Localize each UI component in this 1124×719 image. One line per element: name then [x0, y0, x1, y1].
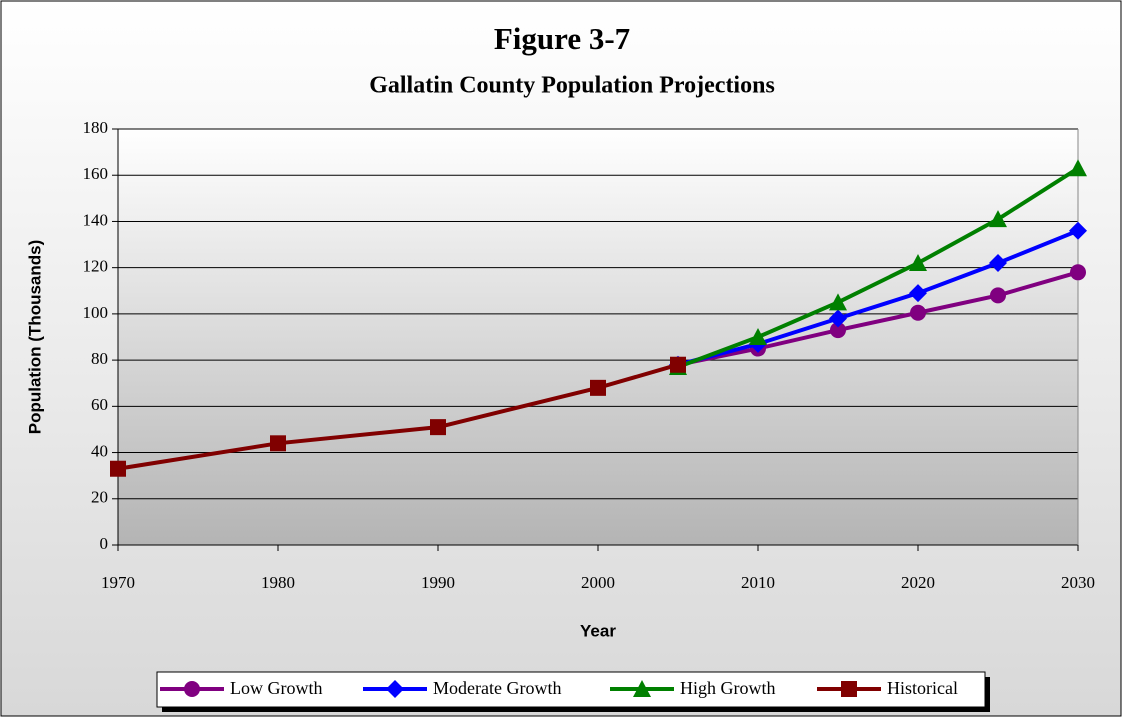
x-tick-label: 2010 — [741, 573, 775, 592]
marker — [841, 681, 857, 697]
marker — [670, 356, 686, 373]
legend-label: Low Growth — [230, 678, 323, 698]
marker — [749, 328, 767, 345]
y-tick-label: 160 — [83, 164, 109, 183]
marker — [430, 419, 446, 436]
series-line — [677, 166, 1080, 369]
marker — [909, 284, 927, 303]
y-tick-label: 0 — [100, 534, 109, 553]
marker — [1069, 221, 1087, 240]
x-tick-label: 2020 — [901, 573, 935, 592]
marker — [386, 680, 404, 698]
marker — [989, 210, 1007, 228]
y-tick-label: 80 — [91, 349, 108, 368]
y-tick-label: 20 — [91, 488, 108, 507]
y-tick-label: 120 — [83, 257, 109, 276]
marker — [909, 254, 927, 272]
x-axis-label: Year — [580, 621, 616, 640]
chart-subtitle: Gallatin County Population Projections — [369, 73, 775, 99]
marker — [829, 293, 847, 311]
legend-label: Historical — [887, 678, 958, 698]
series-line — [677, 270, 1079, 367]
y-tick-label: 180 — [83, 118, 109, 137]
x-tick-label: 2000 — [581, 573, 615, 592]
x-tick-label: 1990 — [421, 573, 455, 592]
marker — [110, 460, 126, 477]
marker — [590, 379, 606, 396]
marker — [270, 435, 286, 452]
marker — [989, 254, 1007, 273]
y-axis-label: Population (Thousands) — [25, 240, 44, 435]
marker — [184, 681, 200, 697]
y-tick-label: 140 — [83, 210, 109, 229]
x-tick-label: 1980 — [261, 573, 295, 592]
marker — [1069, 159, 1087, 177]
marker — [990, 287, 1006, 304]
legend-label: High Growth — [680, 678, 776, 698]
legend-label: Moderate Growth — [433, 678, 561, 698]
chart-title: Figure 3-7 — [494, 21, 630, 56]
series-line — [677, 228, 1079, 367]
y-tick-label: 100 — [83, 303, 109, 322]
x-tick-label: 1970 — [101, 573, 135, 592]
y-tick-label: 60 — [91, 395, 108, 414]
marker — [1070, 264, 1086, 281]
y-tick-label: 40 — [91, 441, 108, 460]
marker — [829, 309, 847, 328]
marker — [830, 322, 846, 339]
marker — [633, 680, 651, 697]
x-tick-label: 2030 — [1061, 573, 1095, 592]
marker — [910, 304, 926, 321]
plot-area — [118, 129, 1078, 545]
